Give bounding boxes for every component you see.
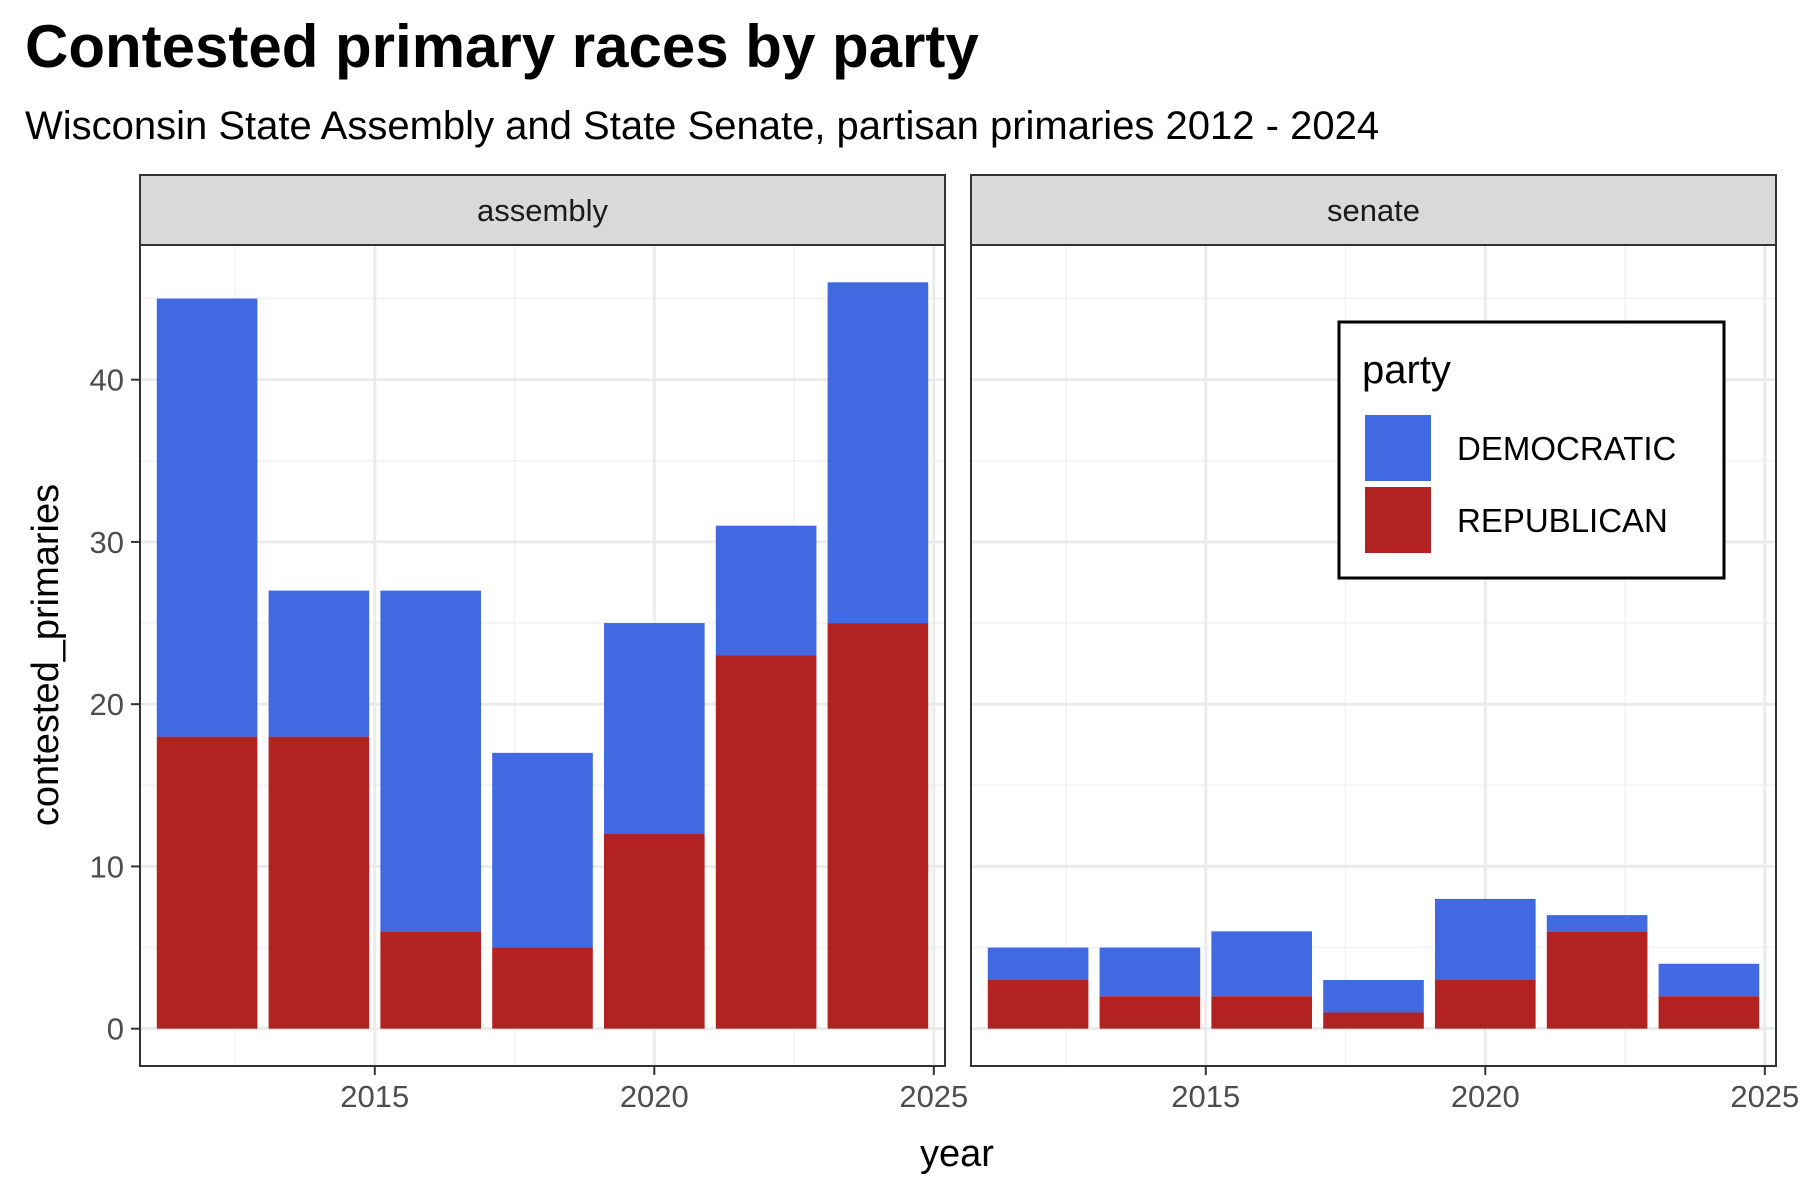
bar-senate-republican-2014 — [1099, 996, 1201, 1029]
bar-assembly-republican-2024 — [827, 623, 929, 1029]
legend-label-republican: REPUBLICAN — [1457, 502, 1668, 539]
legend: party DEMOCRATIC REPUBLICAN — [1337, 320, 1726, 580]
y-tick-label: 40 — [90, 363, 124, 398]
bar-senate-republican-2018 — [1323, 1012, 1424, 1029]
bar-assembly-democratic-2020 — [603, 623, 705, 834]
facet-strip — [970, 174, 1777, 246]
panel-assembly: assembly — [139, 174, 946, 1067]
bar-senate-republican-2016 — [1211, 996, 1313, 1029]
panels-layer: assembly senate — [139, 174, 1777, 1067]
bar-senate-democratic-2018 — [1323, 980, 1424, 1013]
x-tick-label: 2025 — [899, 1079, 968, 1114]
bar-senate-democratic-2022 — [1546, 915, 1648, 932]
bar-senate-democratic-2024 — [1658, 963, 1760, 997]
panel-senate: senate — [970, 174, 1777, 1067]
bar-senate-democratic-2012 — [987, 947, 1089, 981]
bar-assembly-democratic-2012 — [156, 298, 258, 737]
y-axis-label: contested_primaries — [25, 484, 67, 826]
y-tick-label: 20 — [90, 687, 124, 722]
y-tick-label: 10 — [90, 849, 124, 884]
bar-assembly-republican-2020 — [603, 833, 705, 1029]
bar-assembly-republican-2016 — [380, 931, 482, 1029]
legend-title: party — [1362, 348, 1451, 392]
bar-assembly-republican-2018 — [492, 947, 593, 1029]
chart-title: Contested primary races by party — [25, 13, 979, 80]
bar-senate-democratic-2020 — [1434, 898, 1536, 981]
facet-strip-label: assembly — [477, 193, 608, 228]
bar-senate-republican-2024 — [1658, 996, 1760, 1029]
bar-assembly-democratic-2024 — [827, 282, 929, 624]
bar-senate-republican-2020 — [1434, 980, 1536, 1029]
axes-layer: 2015 2020 2025 2015 2020 2025 0 10 20 30 40 — [90, 363, 1800, 1114]
bar-assembly-democratic-2022 — [715, 525, 817, 656]
x-tick-label: 2020 — [1451, 1079, 1520, 1114]
x-tick-label: 2020 — [620, 1079, 689, 1114]
legend-key-democratic — [1365, 415, 1431, 481]
bar-assembly-republican-2014 — [268, 736, 370, 1029]
bar-senate-democratic-2016 — [1211, 931, 1313, 997]
x-tick-label: 2015 — [340, 1079, 409, 1114]
bar-assembly-democratic-2016 — [380, 590, 482, 932]
legend-key-republican — [1365, 487, 1431, 553]
y-tick-label: 0 — [107, 1012, 124, 1047]
chart-subtitle: Wisconsin State Assembly and State Senat… — [25, 104, 1380, 148]
bar-assembly-republican-2022 — [715, 655, 817, 1029]
x-tick-label: 2015 — [1171, 1079, 1240, 1114]
bar-senate-democratic-2014 — [1099, 947, 1201, 997]
legend-label-democratic: DEMOCRATIC — [1457, 430, 1676, 467]
facet-strip-label: senate — [1327, 193, 1420, 228]
bar-assembly-republican-2012 — [156, 736, 258, 1029]
x-axis-label: year — [920, 1133, 994, 1175]
bar-assembly-democratic-2014 — [268, 590, 370, 737]
x-tick-label: 2025 — [1730, 1079, 1799, 1114]
y-tick-label: 30 — [90, 525, 124, 560]
bar-senate-republican-2012 — [987, 980, 1089, 1029]
bar-assembly-democratic-2018 — [492, 752, 593, 948]
facet-strip — [139, 174, 946, 246]
bar-senate-republican-2022 — [1546, 931, 1648, 1029]
